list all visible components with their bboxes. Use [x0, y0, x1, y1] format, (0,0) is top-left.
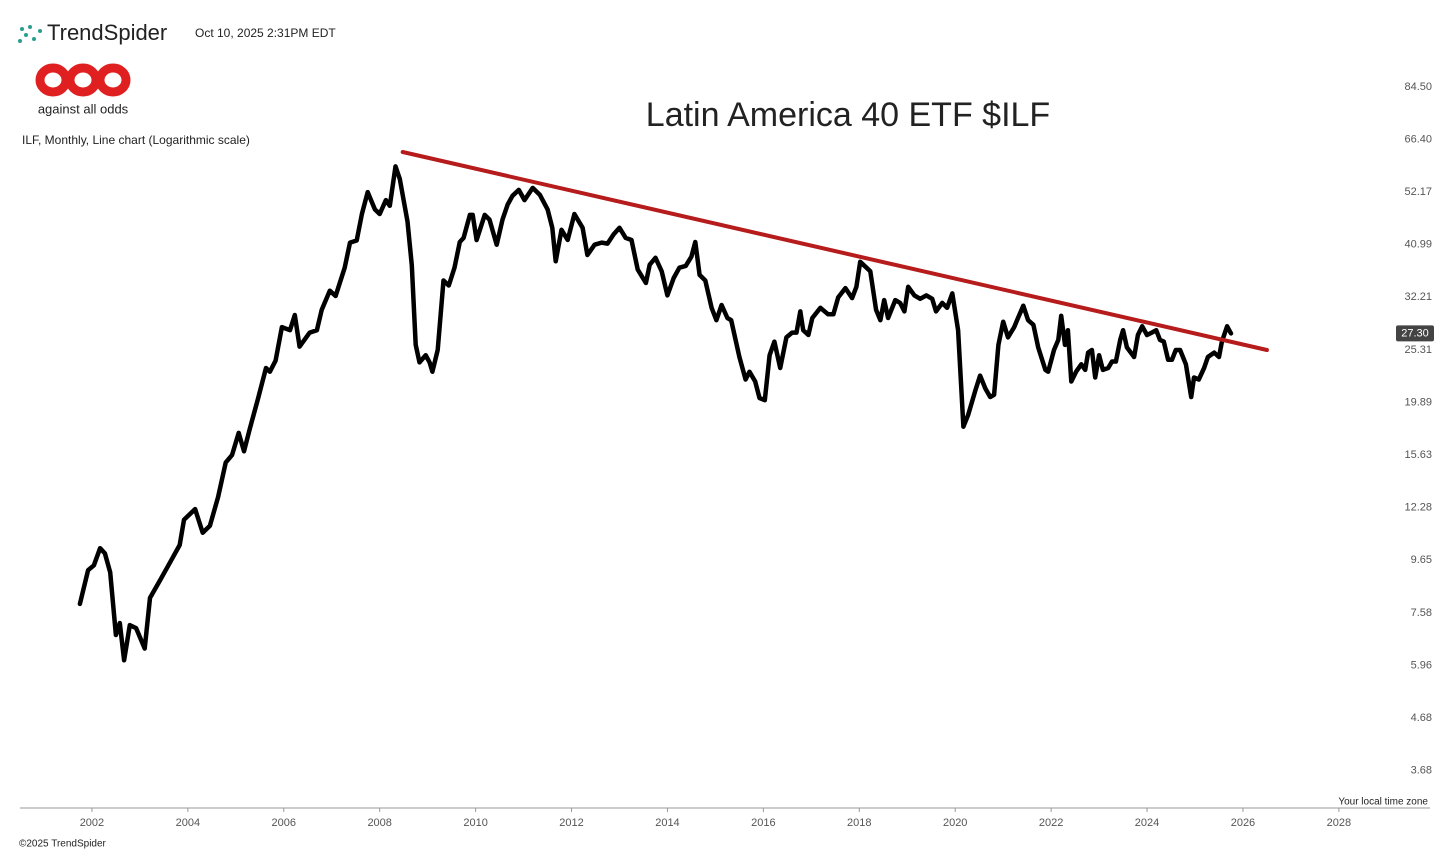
logo	[35, 63, 131, 97]
y-tick-label: 25.31	[1404, 344, 1432, 356]
x-tick-label: 2022	[1039, 817, 1063, 829]
chart-subtitle: ILF, Monthly, Line chart (Logarithmic sc…	[22, 133, 250, 147]
copyright: ©2025 TrendSpider	[19, 839, 107, 850]
logo-text: against all odds	[38, 101, 129, 116]
y-tick-label: 19.89	[1404, 396, 1432, 408]
last-value-label: 27.30	[1401, 327, 1429, 339]
x-tick-label: 2026	[1231, 817, 1255, 829]
y-tick-label: 7.58	[1411, 607, 1432, 619]
price-line	[77, 164, 1234, 663]
y-tick-label: 4.68	[1411, 712, 1432, 724]
y-tick-label: 84.50	[1404, 81, 1432, 93]
trend-line	[400, 150, 1269, 352]
y-tick-label: 15.63	[1404, 449, 1432, 461]
last-value-box	[1396, 325, 1434, 342]
y-tick-label: 12.28	[1404, 502, 1432, 514]
x-tick-label: 2020	[943, 817, 967, 829]
chart-title: Latin America 40 ETF $ILF	[646, 96, 1050, 134]
x-tick-label: 2004	[176, 817, 200, 829]
brand: TrendSpider	[47, 20, 167, 45]
x-tick-label: 2016	[751, 817, 775, 829]
x-tick-label: 2002	[80, 817, 104, 829]
y-tick-label: 66.40	[1404, 133, 1432, 145]
brand-icon	[18, 25, 42, 43]
x-tick-label: 2014	[655, 817, 679, 829]
timestamp: Oct 10, 2025 2:31PM EDT	[195, 26, 336, 40]
y-tick-label: 3.68	[1411, 764, 1432, 776]
x-tick-label: 2008	[367, 817, 391, 829]
x-tick-label: 2006	[272, 817, 296, 829]
x-tick-label: 2024	[1135, 817, 1159, 829]
x-tick-label: 2012	[559, 817, 583, 829]
y-tick-label: 9.65	[1411, 554, 1432, 566]
y-tick-label: 5.96	[1411, 659, 1432, 671]
x-tick-label: 2010	[463, 817, 487, 829]
y-tick-label: 32.21	[1404, 291, 1432, 303]
timezone-note: Your local time zone	[1338, 797, 1428, 808]
x-tick-label: 2018	[847, 817, 871, 829]
x-tick-label: 2028	[1327, 817, 1351, 829]
y-tick-label: 52.17	[1404, 186, 1432, 198]
y-tick-label: 40.99	[1404, 239, 1432, 251]
